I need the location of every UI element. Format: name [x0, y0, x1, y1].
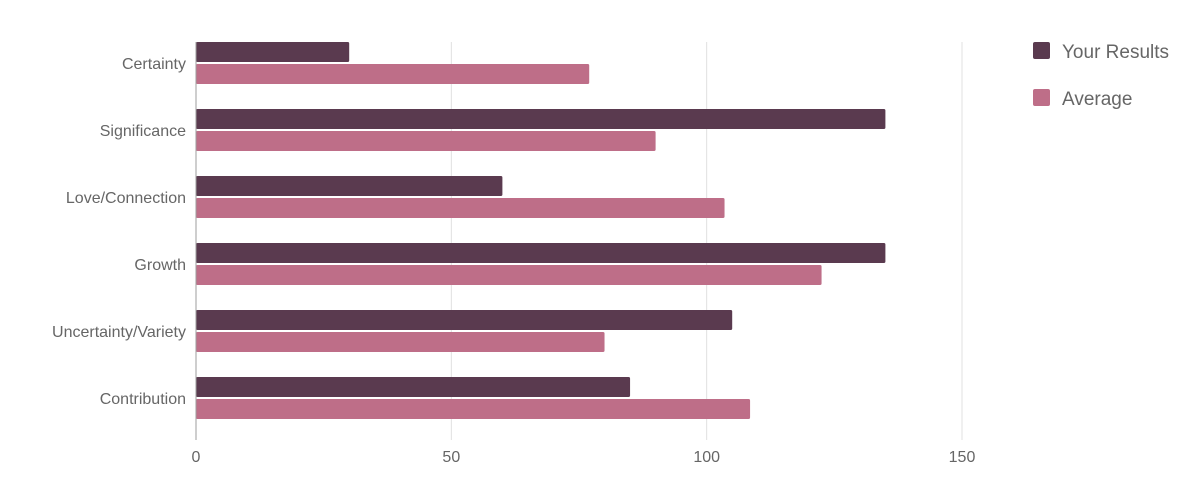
- bar-your-results: [196, 377, 631, 397]
- bar-average: [196, 64, 590, 84]
- x-axis: 0 50 100 150: [192, 42, 976, 466]
- category-label: Uncertainty/Variety: [52, 324, 186, 341]
- legend-swatch: [1033, 42, 1050, 59]
- bar-average: [196, 265, 822, 285]
- bars: [196, 42, 886, 419]
- x-tick-label: 100: [693, 449, 720, 466]
- legend-label: Average: [1062, 89, 1132, 110]
- x-tick-label: 0: [192, 449, 201, 466]
- bar-average: [196, 198, 725, 218]
- category-label: Significance: [100, 123, 186, 140]
- bar-your-results: [196, 109, 886, 129]
- x-tick-label: 150: [949, 449, 976, 466]
- grid-lines: [450, 42, 963, 440]
- category-label: Contribution: [100, 391, 186, 408]
- bar-your-results: [196, 310, 733, 330]
- bar-average: [196, 131, 656, 151]
- legend-swatch: [1033, 89, 1050, 106]
- bar-average: [196, 399, 751, 419]
- category-label: Love/Connection: [66, 190, 186, 207]
- category-label: Certainty: [122, 56, 186, 73]
- legend: Your Results Average: [1033, 42, 1169, 110]
- bar-your-results: [196, 243, 886, 263]
- bar-your-results: [196, 176, 503, 196]
- bar-average: [196, 332, 605, 352]
- bar-your-results: [196, 42, 350, 62]
- category-label: Growth: [134, 257, 186, 274]
- legend-label: Your Results: [1062, 42, 1169, 63]
- x-tick-label: 50: [442, 449, 460, 466]
- category-labels: Certainty Significance Love/Connection Grow…: [52, 56, 186, 408]
